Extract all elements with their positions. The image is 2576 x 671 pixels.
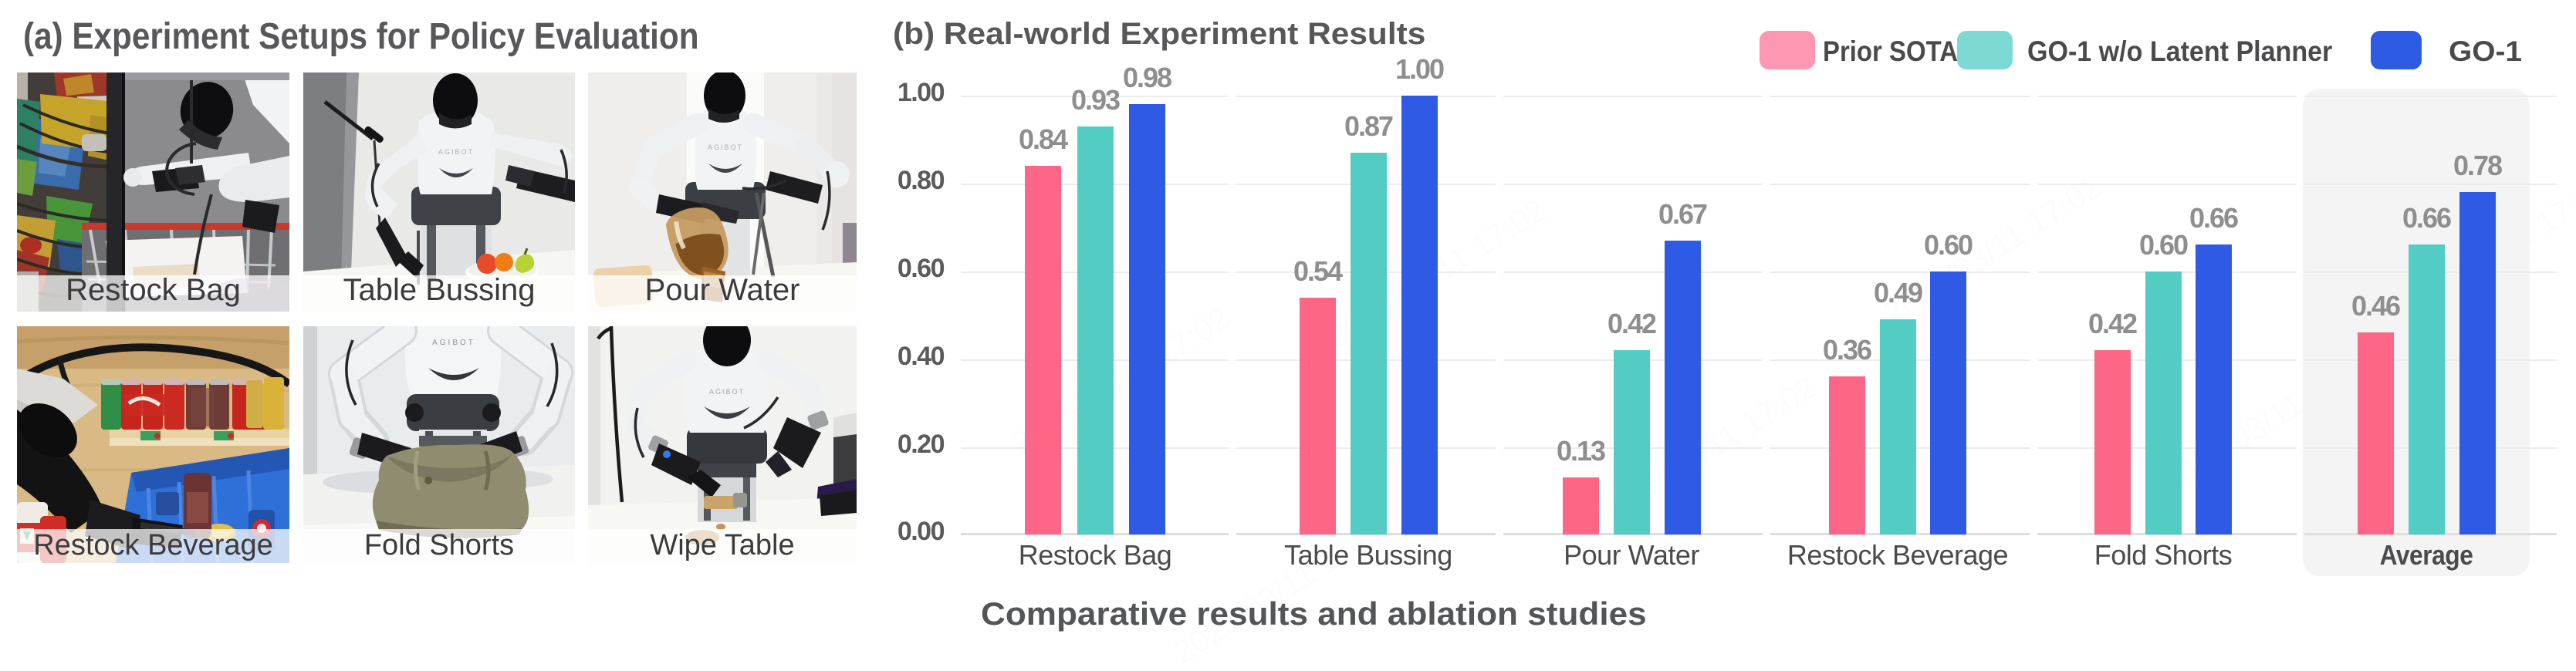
- svg-text:AGIBOT: AGIBOT: [709, 388, 745, 396]
- svg-text:AGIBOT: AGIBOT: [708, 143, 743, 151]
- svg-text:AGIBOT: AGIBOT: [438, 148, 474, 156]
- svg-text:AGIBOT: AGIBOT: [432, 339, 475, 347]
